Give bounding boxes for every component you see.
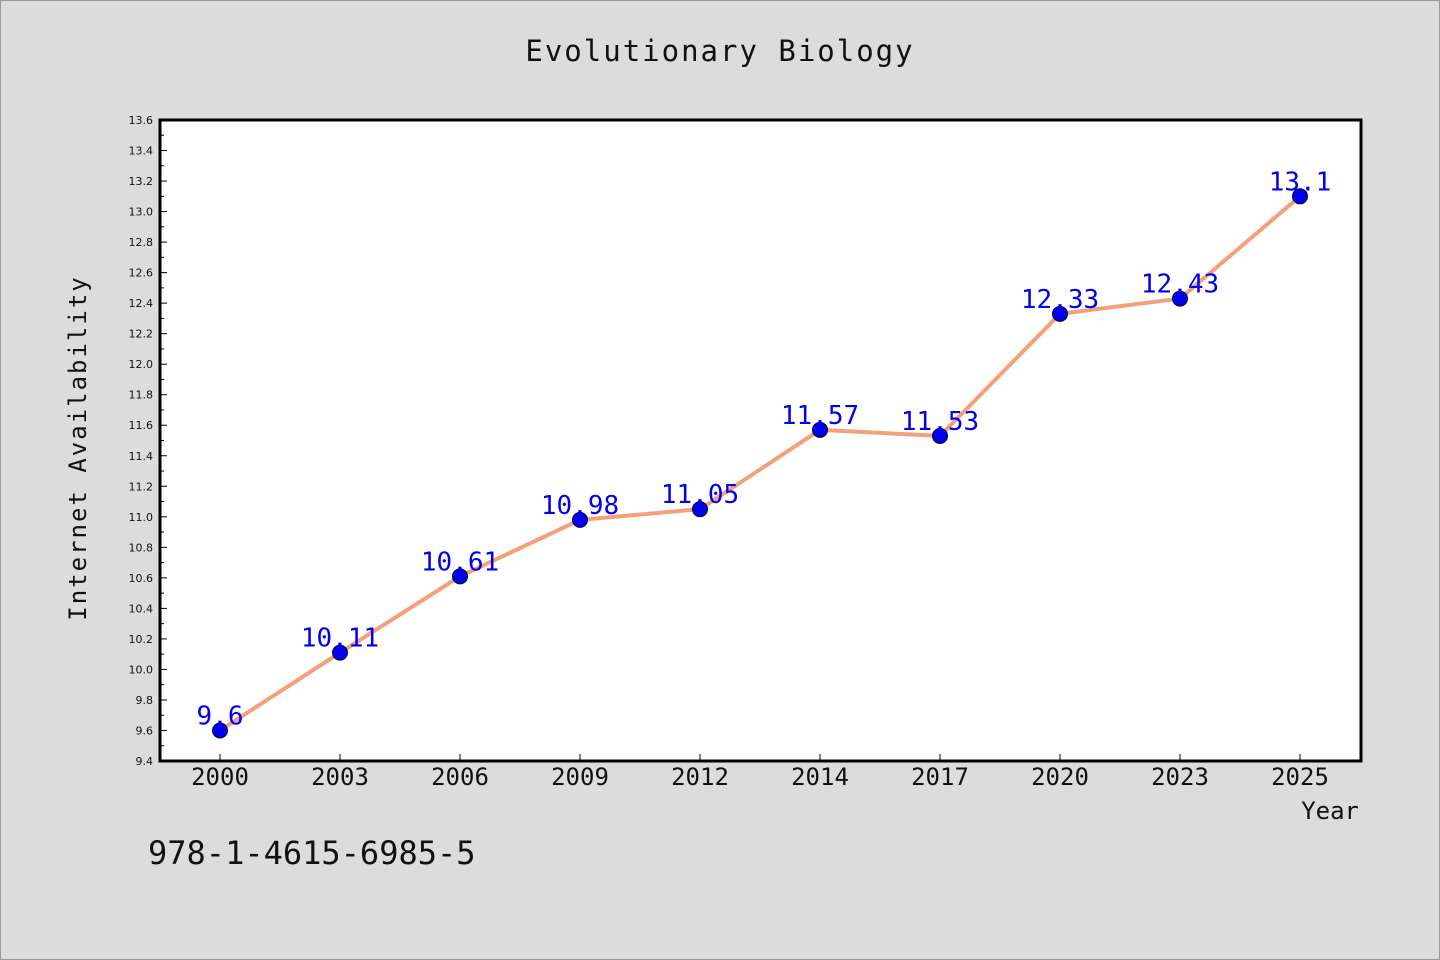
data-label: 11.57 (781, 401, 859, 431)
data-point (332, 644, 348, 661)
series-group: 9.6 10.11 10.61 10.98 11.05 11.57 11.53 12.33 12… (197, 167, 1332, 739)
data-point (692, 501, 708, 518)
plot-area (158, 118, 1363, 763)
y-tick-label: 9.8 (136, 694, 154, 707)
y-tick-label: 10.4 (129, 602, 154, 615)
x-tick-label: 2006 (431, 763, 489, 791)
data-point (452, 568, 468, 585)
y-tick-label: 12.4 (129, 297, 154, 310)
data-label: 13.1 (1269, 167, 1332, 197)
data-label: 10.11 (301, 624, 379, 654)
y-tick-label: 12.2 (129, 328, 154, 341)
x-tick-label: 2023 (1151, 763, 1209, 791)
data-point (572, 511, 588, 528)
y-tick-label: 13.0 (129, 206, 154, 219)
data-label: 10.98 (541, 491, 619, 521)
y-tick-label: 13.6 (129, 114, 154, 127)
y-tick-label: 11.0 (129, 511, 154, 524)
x-tick-label: 2025 (1271, 763, 1329, 791)
y-axis-label: Internet Availability (64, 275, 92, 620)
y-tick-label: 13.4 (129, 145, 154, 158)
chart-title: Evolutionary Biology (525, 34, 915, 68)
x-tick-label: 2017 (911, 763, 969, 791)
data-label: 11.05 (661, 480, 739, 510)
data-point (932, 427, 948, 444)
x-tick-label: 2014 (791, 763, 849, 791)
data-label: 11.53 (901, 407, 979, 437)
y-tick-label: 9.6 (136, 724, 154, 737)
x-tick-label: 2012 (671, 763, 729, 791)
data-label: 12.33 (1021, 285, 1099, 315)
series-line (218, 194, 1302, 733)
y-tick-label: 11.4 (129, 450, 154, 463)
data-point (812, 421, 828, 438)
y-tick-label: 13.2 (129, 175, 154, 188)
x-tick-label: 2000 (191, 763, 249, 791)
y-tick-label: 12.6 (129, 267, 154, 280)
data-label: 9.6 (197, 701, 244, 731)
x-axis-label: Year (1301, 797, 1359, 825)
x-tick-label: 2003 (311, 763, 369, 791)
y-tick-label: 10.8 (129, 541, 154, 554)
data-point (1292, 188, 1308, 205)
isbn-text: 978-1-4615-6985-5 (148, 834, 476, 872)
data-label: 10.61 (421, 547, 499, 577)
x-tick-label: 2020 (1031, 763, 1089, 791)
y-tick-label: 11.6 (129, 419, 154, 432)
data-label: 12.43 (1141, 270, 1219, 300)
y-tick-label: 12.8 (129, 236, 154, 249)
y-tick-label: 10.0 (129, 663, 154, 676)
data-point (212, 722, 228, 739)
y-tick-label: 11.8 (129, 389, 154, 402)
y-axis: 9.4 9.6 9.8 10.0 10.2 10.4 10.6 10.8 11.0 11.2 11.… (129, 114, 167, 768)
y-tick-label: 9.4 (136, 755, 154, 768)
y-tick-label: 12.0 (129, 358, 154, 371)
y-tick-label: 10.6 (129, 572, 154, 585)
y-tick-label: 10.2 (129, 633, 154, 646)
data-point (1172, 290, 1188, 307)
x-axis: 2000 2003 2006 2009 2012 2014 2017 2020 2023 2025 (191, 754, 1329, 791)
x-tick-label: 2009 (551, 763, 609, 791)
y-tick-label: 11.2 (129, 480, 154, 493)
data-point (1052, 305, 1068, 322)
